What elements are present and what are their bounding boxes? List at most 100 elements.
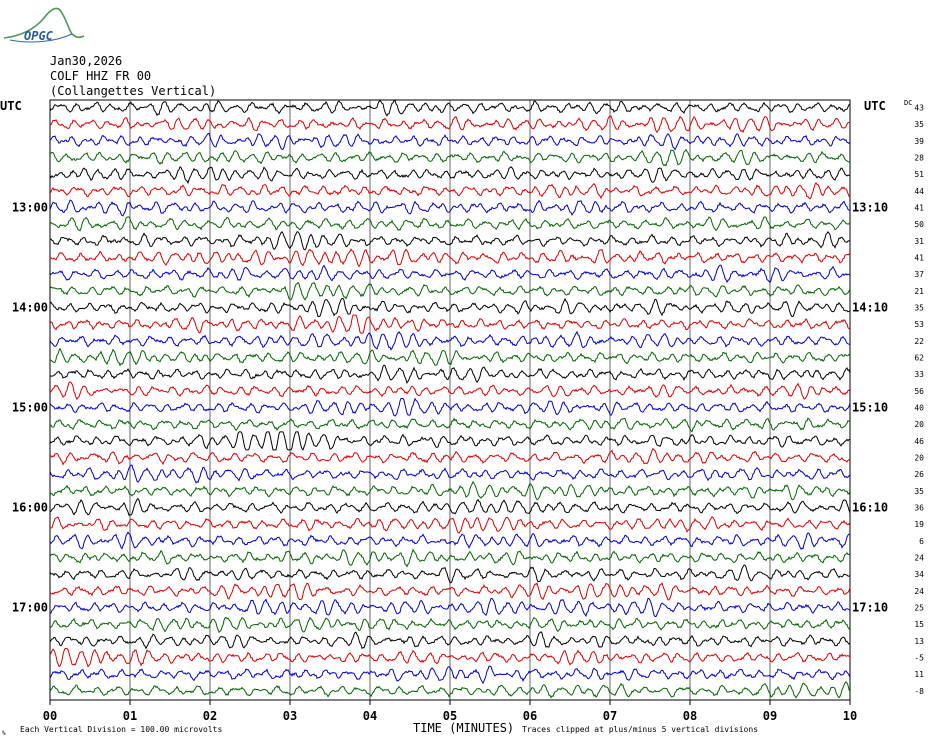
trace-line xyxy=(49,182,851,200)
trace-line xyxy=(49,166,851,185)
logo-text: OPGC xyxy=(24,29,54,43)
left-hour-label: 16:00 xyxy=(12,501,48,515)
trace-line xyxy=(49,598,851,618)
trace-line xyxy=(49,531,851,550)
x-tick-label: 04 xyxy=(363,709,377,723)
trace-line xyxy=(49,548,851,568)
x-tick-label: 00 xyxy=(43,709,57,723)
header-location: (Collangettes Vertical) xyxy=(50,84,216,98)
trace-line xyxy=(49,99,851,117)
seismic-traces xyxy=(49,99,851,699)
dc-offset-label: 15 xyxy=(914,620,924,629)
x-tick-label: 02 xyxy=(203,709,217,723)
right-hour-label: 16:10 xyxy=(852,501,888,515)
trace-line xyxy=(49,264,851,284)
dc-offset-label: 33 xyxy=(914,370,924,379)
dc-offset-label: 44 xyxy=(914,187,924,196)
trace-line xyxy=(49,347,851,367)
dc-header-label: DC xyxy=(904,99,912,107)
trace-line xyxy=(49,397,851,417)
dc-offset-label: 6 xyxy=(919,537,924,546)
minute-gridlines xyxy=(49,100,851,700)
trace-line xyxy=(49,665,851,685)
left-utc-label: UTC xyxy=(0,99,22,113)
dc-offset-label: -5 xyxy=(914,654,924,663)
dc-offset-label: 56 xyxy=(914,387,924,396)
dc-offset-label: 50 xyxy=(914,220,924,229)
left-hour-labels: 13:00 14:00 15:00 16:00 17:00 xyxy=(12,201,48,615)
right-utc-label: UTC xyxy=(864,99,886,113)
dc-offset-label: 20 xyxy=(914,454,924,463)
trace-line xyxy=(49,381,851,401)
x-axis-ticks: 00 01 02 03 04 05 06 07 08 09 10 xyxy=(43,700,857,723)
left-hour-label: 13:00 xyxy=(12,201,48,215)
right-hour-labels: 13:10 14:10 15:10 16:10 17:10 xyxy=(852,201,888,615)
left-hour-label: 17:00 xyxy=(12,601,48,615)
x-tick-label: 01 xyxy=(123,709,137,723)
logo-mountain-icon xyxy=(3,7,85,39)
trace-line xyxy=(49,314,851,334)
dc-offset-label: 28 xyxy=(914,154,924,163)
trace-line xyxy=(49,480,851,501)
right-hour-label: 13:10 xyxy=(852,201,888,215)
x-axis-label: TIME (MINUTES) xyxy=(413,721,514,735)
dc-offset-label: 31 xyxy=(914,237,924,246)
clip-note: Traces clipped at plus/minus 5 vertical … xyxy=(522,725,758,734)
dc-offset-label: 24 xyxy=(914,554,924,563)
dc-offset-label: 51 xyxy=(914,170,924,179)
trace-line xyxy=(49,364,851,384)
dc-offset-label: 21 xyxy=(914,287,924,296)
x-tick-label: 07 xyxy=(603,709,617,723)
trace-line xyxy=(49,564,851,584)
x-tick-label: 10 xyxy=(843,709,857,723)
scale-note: Each Vertical Division = 100.00 microvol… xyxy=(20,725,222,734)
trace-line xyxy=(49,297,851,318)
trace-line xyxy=(49,132,851,151)
dc-offset-label: 37 xyxy=(914,270,924,279)
dc-offset-label: 62 xyxy=(914,354,924,363)
logo-swoosh-icon xyxy=(9,33,73,43)
trace-line xyxy=(49,417,851,433)
dc-offset-label: 24 xyxy=(914,587,924,596)
header-date: Jan30,2026 xyxy=(50,54,122,68)
header-station: COLF HHZ FR 00 xyxy=(50,69,151,83)
trace-line xyxy=(49,497,851,517)
trace-line xyxy=(49,681,851,699)
trace-line xyxy=(49,447,851,466)
x-tick-label: 05 xyxy=(443,709,457,723)
corner-mark: % xyxy=(2,730,6,737)
left-hour-label: 15:00 xyxy=(12,401,48,415)
right-hour-label: 17:10 xyxy=(852,601,888,615)
opgc-logo: OPGC xyxy=(3,7,85,43)
trace-line xyxy=(49,616,851,633)
dc-offset-label: 34 xyxy=(914,570,924,579)
dc-offset-label: -8 xyxy=(914,687,924,696)
dc-offset-label: 41 xyxy=(914,204,924,213)
left-hour-label: 14:00 xyxy=(12,301,48,315)
trace-line xyxy=(49,516,851,534)
dc-offset-label: 35 xyxy=(914,304,924,313)
dc-offset-label: 36 xyxy=(914,504,924,513)
dc-offset-label: 35 xyxy=(914,487,924,496)
trace-line xyxy=(49,199,851,217)
dc-offset-label: 20 xyxy=(914,420,924,429)
trace-line xyxy=(49,216,851,232)
x-tick-label: 06 xyxy=(523,709,537,723)
x-tick-label: 09 xyxy=(763,709,777,723)
trace-line xyxy=(49,330,851,351)
dc-offset-labels: 43 35 39 28 51 44 41 50 31 41 37 21 35 53 22 62 33 56 40 20… xyxy=(914,104,924,696)
trace-line xyxy=(49,230,851,251)
dc-offset-label: 39 xyxy=(914,137,924,146)
trace-line xyxy=(49,647,851,668)
dc-offset-label: 43 xyxy=(914,104,924,113)
dc-offset-label: 53 xyxy=(914,320,924,329)
trace-line xyxy=(49,148,851,167)
trace-line xyxy=(49,248,851,268)
dc-offset-label: 22 xyxy=(914,337,924,346)
trace-line xyxy=(49,631,851,650)
dc-offset-label: 19 xyxy=(914,520,924,529)
x-tick-label: 03 xyxy=(283,709,297,723)
right-hour-label: 14:10 xyxy=(852,301,888,315)
